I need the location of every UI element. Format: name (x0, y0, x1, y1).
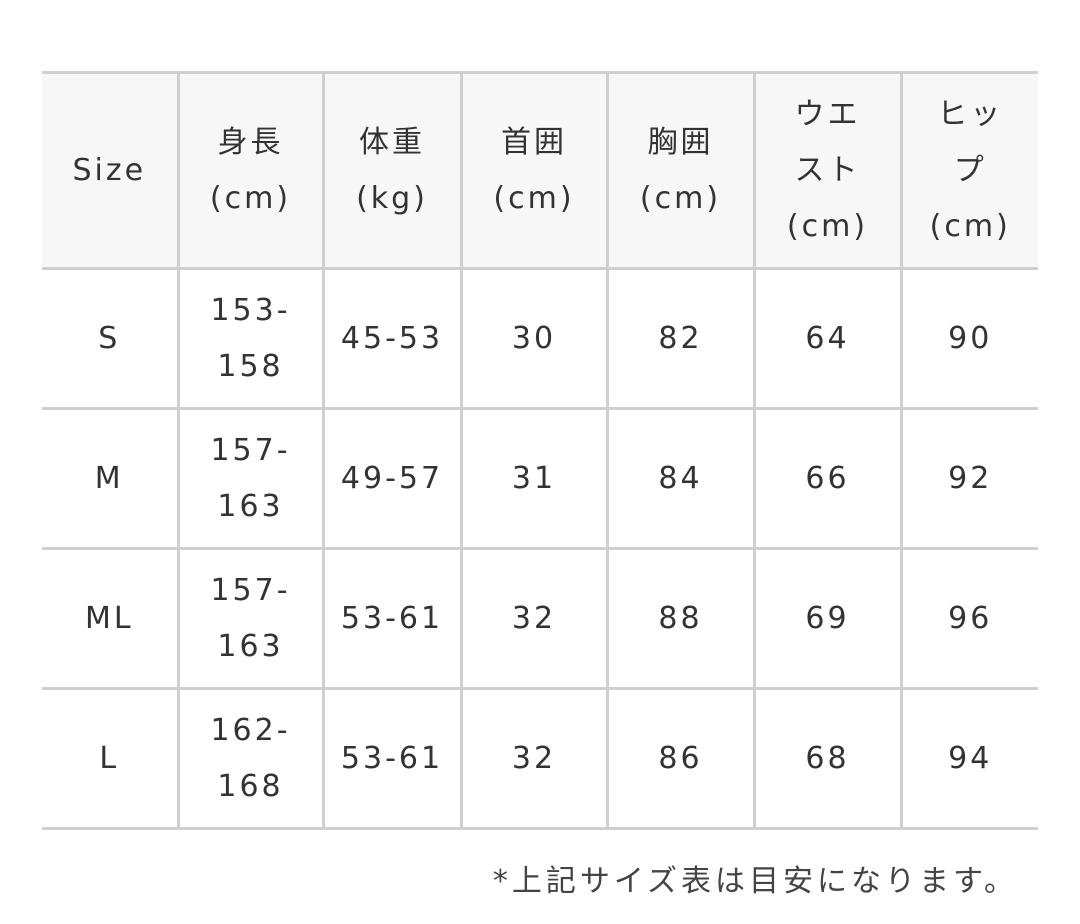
table-cell: 66 (752, 407, 903, 550)
table-cell: 31 (459, 407, 609, 550)
table-header: Size 身長 (cm) 体重 (kg) 首囲 (cm) 胸囲 (cm) ウエ スト (cm) ヒップ(… (42, 71, 1038, 270)
table-cell: 32 (459, 687, 609, 830)
column-header: 身長 (cm) (176, 71, 325, 270)
table-cell: 94 (899, 687, 1038, 830)
table-cell: 30 (459, 267, 609, 410)
table-cell: 162- 168 (176, 687, 325, 830)
table-cell: 157- 163 (176, 407, 325, 550)
table-cell: 84 (605, 407, 756, 550)
table-cell: 92 (899, 407, 1038, 550)
table-cell: 68 (752, 687, 903, 830)
table-cell: 88 (605, 547, 756, 690)
table-cell: 32 (459, 547, 609, 690)
size-label-cell: S (42, 267, 180, 410)
column-header: ウエ スト (cm) (752, 71, 903, 270)
table-cell: 157- 163 (176, 547, 325, 690)
table-cell: 82 (605, 267, 756, 410)
table-row: L 162- 168 53-61 32 86 68 94 (42, 687, 1038, 830)
size-label-cell: L (42, 687, 180, 830)
table-row: S 153- 158 45-53 30 82 64 90 (42, 267, 1038, 410)
table-cell: 90 (899, 267, 1038, 410)
column-header: 首囲 (cm) (459, 71, 609, 270)
column-header: ヒップ (cm) (899, 71, 1038, 270)
table-cell: 49-57 (321, 407, 463, 550)
column-header: Size (42, 71, 180, 270)
table-row: M 157- 163 49-57 31 84 66 92 (42, 407, 1038, 550)
table-cell: 86 (605, 687, 756, 830)
table-cell: 53-61 (321, 547, 463, 690)
table-cell: 64 (752, 267, 903, 410)
table-row: ML 157- 163 53-61 32 88 69 96 (42, 547, 1038, 690)
table-body: S 153- 158 45-53 30 82 64 90 M 157- 163 49-57 31 84 66… (42, 267, 1038, 830)
size-chart-note: *上記サイズ表は目安になります。 (492, 864, 1018, 899)
column-header: 体重 (kg) (321, 71, 463, 270)
column-header: 胸囲 (cm) (605, 71, 756, 270)
table-cell: 53-61 (321, 687, 463, 830)
table-cell: 153- 158 (176, 267, 325, 410)
size-label-cell: M (42, 407, 180, 550)
table-cell: 69 (752, 547, 903, 690)
table-cell: 96 (899, 547, 1038, 690)
size-label-cell: ML (42, 547, 180, 690)
size-chart-table: Size 身長 (cm) 体重 (kg) 首囲 (cm) 胸囲 (cm) ウエ スト (cm) ヒップ(… (42, 71, 1038, 830)
table-cell: 45-53 (321, 267, 463, 410)
